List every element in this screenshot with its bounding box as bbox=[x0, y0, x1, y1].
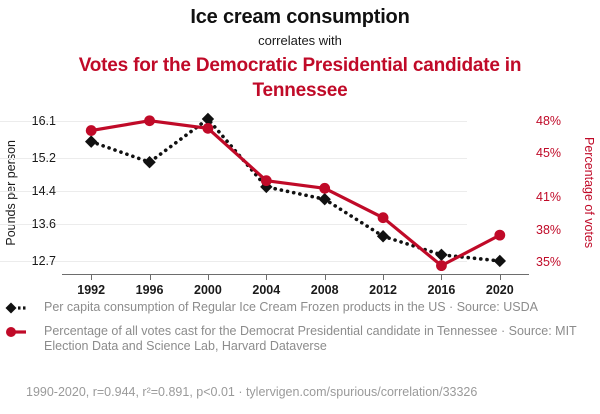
series-container bbox=[62, 112, 529, 272]
data-point-diamond bbox=[201, 112, 215, 126]
y-axis-left-tick-label: 15.2 bbox=[31, 151, 56, 166]
gridline bbox=[0, 121, 467, 123]
x-axis-tick bbox=[499, 274, 501, 280]
x-axis-tick-label: 2008 bbox=[310, 283, 339, 297]
line-series-svg bbox=[84, 112, 507, 272]
data-point-circle bbox=[260, 175, 272, 187]
y-axis-right-title-text: Percentage of votes bbox=[582, 137, 596, 249]
page-title: Ice cream consumption bbox=[190, 6, 410, 28]
x-axis-tick bbox=[91, 274, 93, 280]
gridline bbox=[0, 191, 467, 192]
x-axis-tick-label: 2000 bbox=[194, 283, 222, 297]
y-axis-right-tick-label: 48% bbox=[536, 113, 562, 128]
black-dotted-diamond-marker-icon bbox=[4, 301, 38, 315]
data-point-circle bbox=[377, 212, 389, 224]
y-axis-right-title: Percentage of votes bbox=[580, 108, 598, 278]
data-point-circle bbox=[494, 229, 506, 241]
series-line bbox=[89, 117, 502, 263]
y-axis-right-tick-label: 41% bbox=[536, 189, 562, 204]
x-axis-tick-label: 2012 bbox=[369, 283, 397, 297]
legend-item-label: Percentage of all votes cast for the Dem… bbox=[44, 324, 577, 353]
data-point-circle bbox=[144, 115, 155, 127]
y-axis-right-tick-label: 38% bbox=[536, 222, 562, 237]
x-axis-tick-label: 2004 bbox=[252, 283, 281, 297]
x-axis-tick bbox=[207, 274, 209, 280]
y-axis-left-tick-label: 16.1 bbox=[31, 114, 56, 129]
y-axis-right-tick-label: 45% bbox=[536, 146, 562, 161]
data-point-diamond bbox=[435, 248, 448, 261]
data-point-diamond bbox=[143, 155, 156, 169]
y-axis-right-tick-label: 35% bbox=[536, 255, 562, 270]
x-axis-tick-label: 2020 bbox=[485, 283, 514, 297]
y-axis-left-tick-label: 12.7 bbox=[31, 253, 56, 268]
gridline bbox=[0, 223, 467, 225]
data-point-circle bbox=[436, 260, 447, 272]
data-point-diamond bbox=[84, 135, 98, 148]
series-line bbox=[89, 119, 502, 268]
legend-item-votes: Percentage of all votes cast for the Dem… bbox=[0, 324, 600, 354]
title-connector: correlates with bbox=[258, 33, 342, 48]
data-point-circle bbox=[319, 182, 331, 194]
x-axis-tick bbox=[266, 274, 268, 280]
x-axis-tick-label: 2016 bbox=[427, 283, 456, 297]
chart-footnote: 1990-2020, r=0.944, r²=0.891, p<0.01 · t… bbox=[26, 385, 478, 399]
data-point-diamond bbox=[376, 230, 390, 243]
page-subtitle: Votes for the Democratic Presidential ca… bbox=[78, 55, 522, 101]
data-point-diamond bbox=[318, 193, 331, 206]
legend-item-ice-cream: Per capita consumption of Regular Ice Cr… bbox=[0, 300, 600, 315]
x-axis-tick-label: 1996 bbox=[135, 283, 164, 297]
gridline bbox=[0, 260, 467, 262]
x-axis-tick-label: 1992 bbox=[77, 283, 106, 297]
y-axis-left-tick-label: 13.6 bbox=[31, 216, 56, 231]
chart-plot-area: 16.1 15.2 14.4 13.6 12.7 48% 45% 41% 38% 35% 199… bbox=[0, 108, 600, 297]
data-point-circle bbox=[85, 125, 97, 136]
x-axis-tick bbox=[324, 274, 326, 280]
x-axis-tick bbox=[441, 274, 443, 280]
gridline bbox=[0, 158, 467, 160]
legend-item-label: Per capita consumption of Regular Ice Cr… bbox=[44, 300, 538, 314]
x-axis-tick bbox=[383, 274, 385, 280]
x-axis-tick bbox=[149, 274, 151, 280]
x-axis-line bbox=[62, 274, 529, 275]
title-block: Ice cream consumption correlates with Vo… bbox=[0, 0, 600, 103]
data-point-diamond bbox=[493, 254, 507, 268]
data-point-circle bbox=[202, 122, 214, 134]
chart-legend: Per capita consumption of Regular Ice Cr… bbox=[0, 300, 600, 363]
y-axis-left-tick-label: 14.4 bbox=[31, 184, 56, 198]
red-solid-circle-marker-icon bbox=[4, 325, 38, 339]
